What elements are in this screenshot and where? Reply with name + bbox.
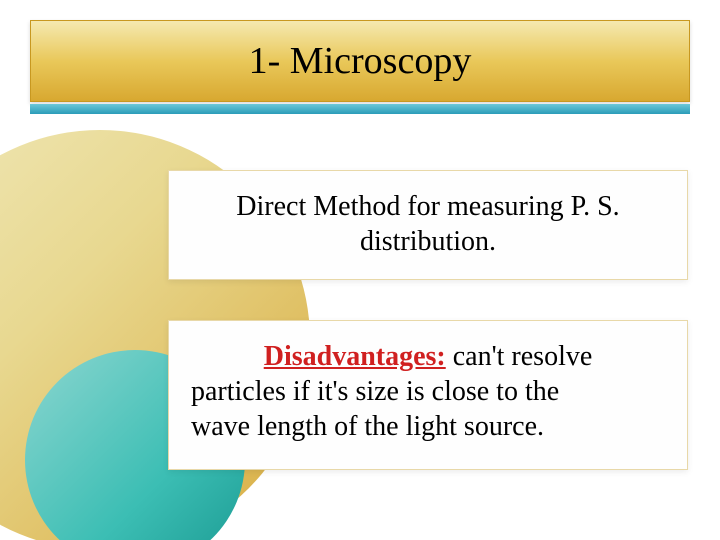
title-banner: 1- Microscopy: [30, 20, 690, 114]
content-box-direct-method: Direct Method for measuring P. S. distri…: [168, 170, 688, 280]
direct-method-line2: distribution.: [191, 224, 665, 259]
disadvantages-line2: particles if it's size is close to the: [191, 374, 665, 409]
disadvantages-lead-row: Disadvantages: can't resolve: [191, 339, 665, 374]
disadvantages-label: Disadvantages:: [264, 341, 446, 372]
title-banner-inner: 1- Microscopy: [30, 20, 690, 102]
title-underline: [30, 104, 690, 114]
slide-title: 1- Microscopy: [51, 39, 669, 83]
disadvantages-rest1: can't resolve: [446, 341, 593, 372]
disadvantages-line3: wave length of the light source.: [191, 409, 665, 444]
content-box-disadvantages: Disadvantages: can't resolve particles i…: [168, 320, 688, 470]
disadvantages-para: Disadvantages: can't resolve particles i…: [191, 339, 665, 444]
direct-method-line1: Direct Method for measuring P. S.: [191, 189, 665, 224]
